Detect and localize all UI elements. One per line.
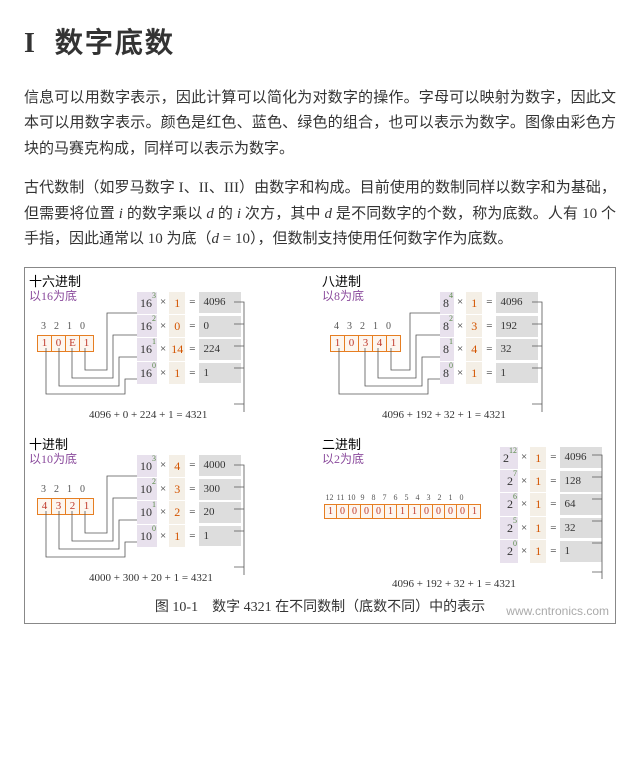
dec-sum: 4000 + 300 + 20 + 1 = 4321: [89, 569, 213, 588]
panel-hex: 十六进制以16为底 3210 10E1 163×1=4096162×0=0161…: [29, 274, 318, 429]
heading-roman: I: [24, 28, 37, 59]
figure-10-1: 十六进制以16为底 3210 10E1 163×1=4096162×0=0161…: [24, 267, 616, 625]
bin-calc: 212×1=409627×1=12826×1=6425×1=3220×1=1: [500, 447, 602, 563]
heading-title: 数字底数: [55, 28, 175, 59]
bin-digits: 1000011100001: [324, 504, 481, 519]
panel-oct: 八进制以8为底 43210 10341 84×1=409682×3=19281×…: [322, 274, 611, 429]
paragraph-1: 信息可以用数字表示，因此计算可以简化为对数字的操作。字母可以映射为数字，因此文本…: [24, 86, 616, 163]
watermark: www.cntronics.com: [506, 601, 609, 621]
hex-digits: 10E1: [37, 335, 94, 352]
oct-sum: 4096 + 192 + 32 + 1 = 4321: [382, 406, 506, 425]
oct-calc: 84×1=409682×3=19281×4=3280×1=1: [440, 292, 538, 385]
oct-indices: 43210: [330, 318, 401, 335]
hex-sum: 4096 + 0 + 224 + 1 = 4321: [89, 406, 207, 425]
dec-digits: 4321: [37, 498, 94, 515]
hex-calc: 163×1=4096162×0=0161×14=224160×1=1: [137, 292, 241, 385]
oct-digits: 10341: [330, 335, 401, 352]
page-heading: I 数字底数: [24, 20, 616, 68]
hex-indices: 3210: [37, 318, 94, 335]
paragraph-2: 古代数制（如罗马数字 I、II、III）由数字和构成。目前使用的数制同样以数字和…: [24, 176, 616, 253]
panel-bin: 二进制以2为底 1211109876543210 1000011100001 2…: [322, 437, 611, 592]
panel-dec: 十进制以10为底 3210 4321 103×4=4000102×3=30010…: [29, 437, 318, 592]
dec-calc: 103×4=4000102×3=300101×2=20100×1=1: [137, 455, 241, 548]
bin-sum: 4096 + 192 + 32 + 1 = 4321: [392, 575, 516, 594]
bin-indices: 1211109876543210: [324, 491, 481, 505]
dec-indices: 3210: [37, 481, 94, 498]
